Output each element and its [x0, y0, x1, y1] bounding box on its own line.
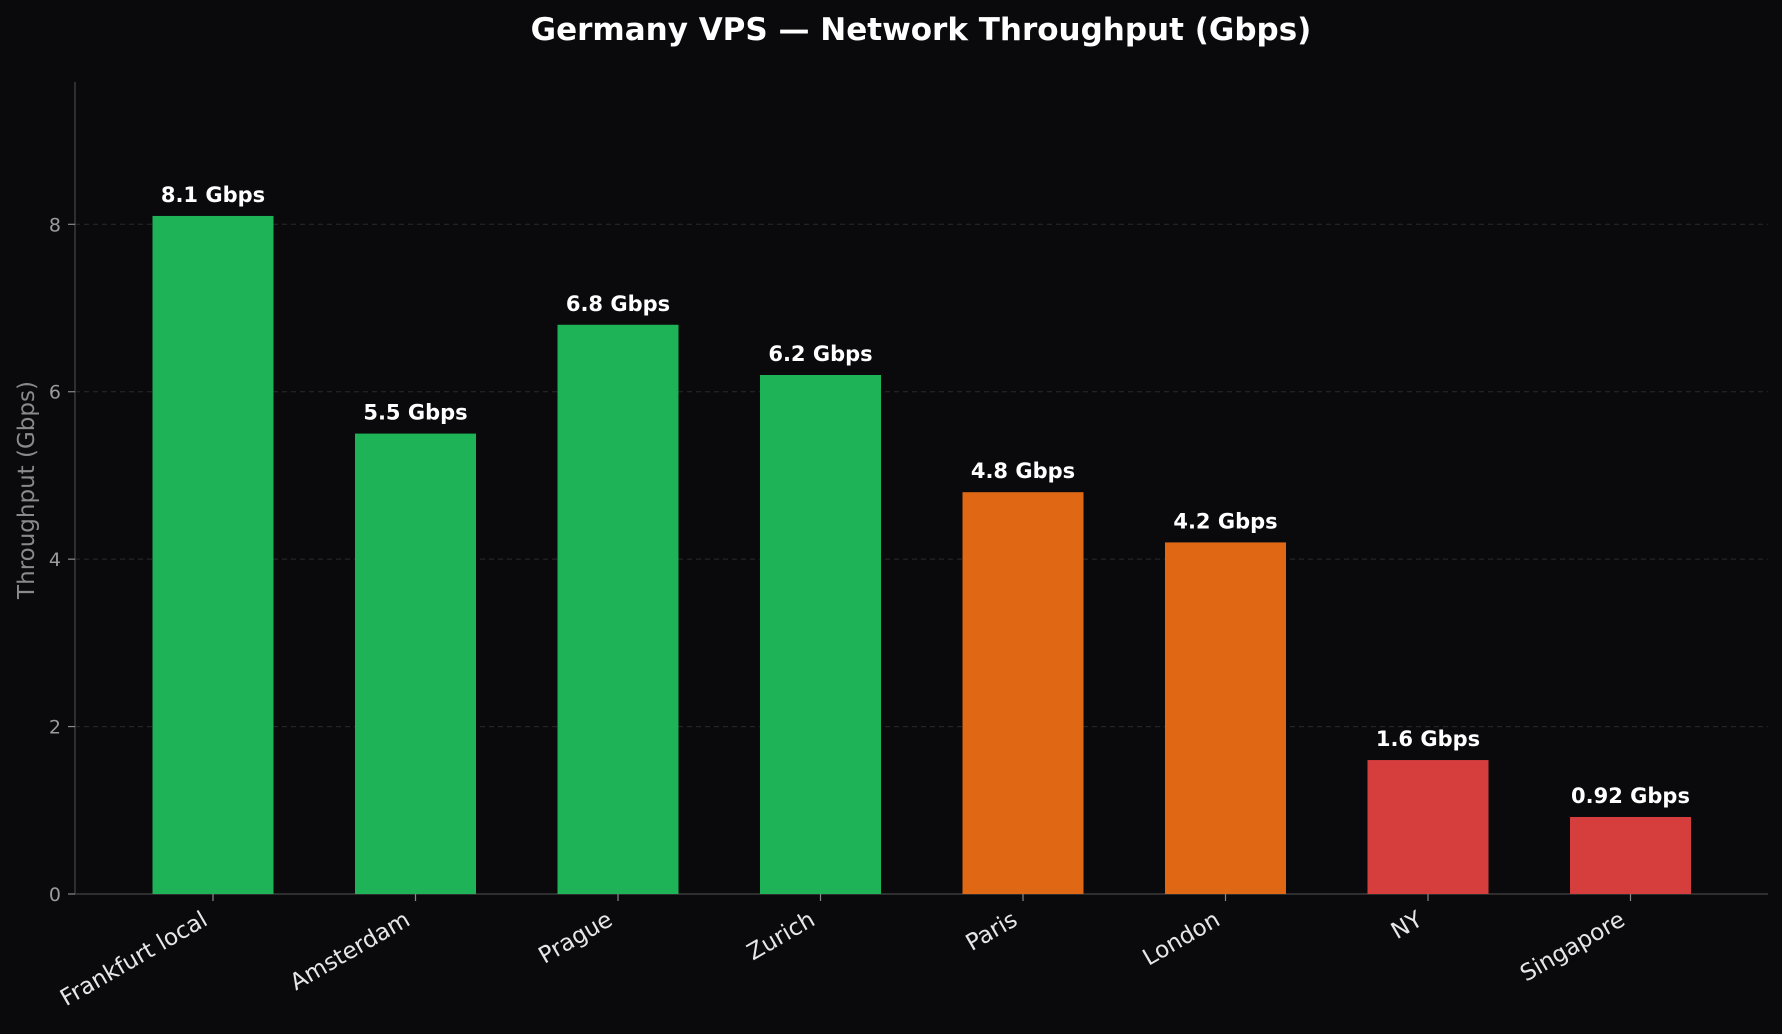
- y-tick-label: 2: [49, 717, 61, 739]
- x-tick-label: Prague: [534, 907, 617, 970]
- y-tick-label: 6: [49, 382, 61, 404]
- bar: [152, 215, 274, 895]
- bar: [1165, 542, 1286, 894]
- bars: [152, 215, 1691, 895]
- x-tick-label: NY: [1387, 906, 1428, 945]
- data-label: 0.92 Gbps: [1571, 784, 1690, 808]
- y-ticks: 0 2 4 6 8: [49, 214, 75, 906]
- x-tick-label: Paris: [962, 907, 1022, 957]
- bar: [1367, 760, 1489, 894]
- data-labels: 8.1 Gbps 5.5 Gbps 6.8 Gbps 6.2 Gbps 4.8 Gbps…: [161, 183, 1690, 808]
- data-label: 6.2 Gbps: [768, 342, 872, 366]
- bar: [760, 374, 881, 894]
- data-label: 6.8 Gbps: [566, 292, 670, 316]
- bar: [355, 433, 476, 894]
- x-tick-label: Frankfurt local: [56, 907, 212, 1012]
- data-label: 1.6 Gbps: [1376, 727, 1480, 751]
- data-label: 4.2 Gbps: [1173, 509, 1277, 533]
- x-ticks: Frankfurt local Amsterdam Prague Zurich Pari…: [56, 894, 1632, 1012]
- data-label: 5.5 Gbps: [363, 401, 467, 425]
- y-axis-label: Throughput (Gbps): [14, 381, 40, 600]
- axes: [74, 82, 1768, 895]
- chart-title: Germany VPS — Network Throughput (Gbps): [531, 12, 1312, 48]
- y-tick-label: 8: [49, 214, 61, 236]
- y-tick-label: 0: [49, 884, 61, 906]
- gridlines: [75, 223, 1768, 728]
- x-tick-label: Amsterdam: [286, 907, 415, 996]
- bar: [962, 492, 1084, 894]
- data-label: 8.1 Gbps: [161, 183, 265, 207]
- bar: [1570, 816, 1691, 894]
- x-tick-label: London: [1138, 907, 1224, 972]
- x-tick-label: Zurich: [743, 907, 820, 966]
- bar: [557, 324, 679, 894]
- data-label: 4.8 Gbps: [971, 459, 1075, 483]
- y-tick-label: 4: [49, 549, 61, 571]
- x-tick-label: Singapore: [1516, 907, 1629, 988]
